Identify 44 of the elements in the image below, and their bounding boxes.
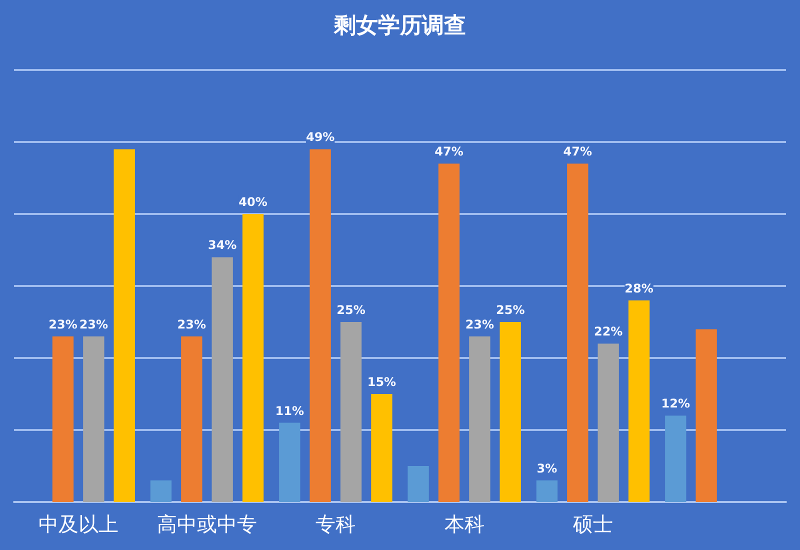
data-label: 25% — [336, 303, 366, 317]
bar — [52, 336, 74, 502]
bar — [310, 149, 331, 502]
x-tick-label: 本科 — [444, 512, 484, 536]
x-tick-label: 高中或中专 — [157, 512, 257, 536]
bar — [696, 329, 717, 502]
data-label: 15% — [367, 375, 396, 389]
bar — [408, 466, 429, 502]
bar — [279, 422, 300, 502]
bar — [114, 149, 135, 502]
data-label: 34% — [208, 238, 237, 252]
bar — [150, 480, 172, 502]
bar — [500, 322, 521, 502]
data-label: 23% — [79, 317, 108, 332]
data-label: 3% — [536, 461, 558, 476]
x-tick-label: 中及以上 — [38, 512, 118, 536]
data-label: 49% — [306, 130, 335, 144]
data-label: 23% — [48, 317, 78, 332]
bar — [598, 344, 619, 502]
bar — [438, 164, 460, 502]
data-label: 11% — [275, 404, 304, 418]
data-label: 12% — [661, 396, 690, 411]
bar — [340, 322, 362, 502]
data-label: 22% — [594, 324, 623, 339]
bar — [665, 416, 686, 502]
bar — [628, 300, 650, 502]
data-label: 25% — [496, 303, 525, 317]
data-label: 23% — [465, 317, 494, 332]
bar — [212, 257, 233, 502]
bar — [469, 336, 490, 502]
bar — [181, 336, 202, 502]
data-label: 47% — [434, 144, 464, 159]
x-tick-label: 专科 — [316, 512, 356, 536]
data-label: 28% — [624, 281, 654, 296]
bar — [371, 394, 392, 502]
bar — [83, 336, 104, 502]
bar — [536, 480, 558, 502]
chart-title: 剩女学历调查 — [333, 14, 466, 38]
bar — [567, 164, 588, 502]
data-label: 40% — [238, 195, 268, 209]
x-tick-label: 硕士 — [572, 512, 613, 536]
data-label: 23% — [177, 317, 206, 332]
bar — [242, 214, 264, 502]
data-label: 47% — [563, 144, 592, 159]
